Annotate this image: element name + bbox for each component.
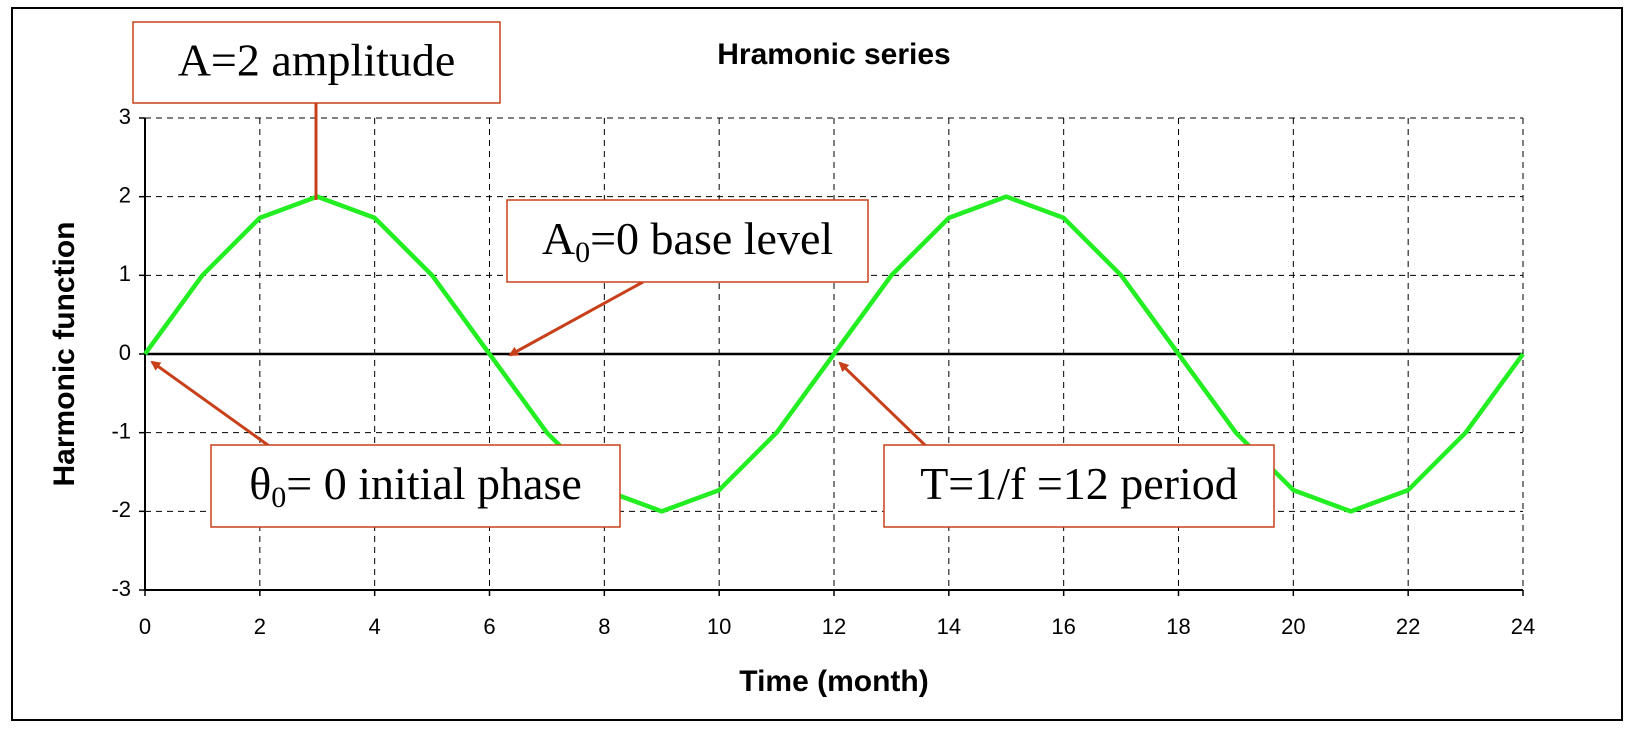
chart-title: Hramonic series: [717, 38, 950, 71]
y-tick-label: 1: [119, 261, 131, 286]
x-tick-label: 16: [1051, 614, 1075, 639]
x-tick-label: 12: [822, 614, 846, 639]
y-tick-label: -3: [111, 576, 131, 601]
annotation-text: A0=0 base level: [542, 213, 833, 269]
x-tick-label: 20: [1281, 614, 1305, 639]
x-tick-label: 10: [707, 614, 731, 639]
x-tick-label: 22: [1396, 614, 1420, 639]
annotation-text-part: =0 base level: [590, 213, 833, 264]
annotation-box: [132, 21, 501, 104]
annotation-text: θ0= 0 initial phase: [249, 458, 582, 514]
annotation-text-part: = 0 initial phase: [286, 458, 582, 509]
annotation-main: θ: [249, 458, 271, 509]
annotation-text: A=2 amplitude: [178, 34, 456, 85]
x-tick-label: 6: [483, 614, 495, 639]
annotation-arrow: [838, 361, 930, 450]
x-tick-label: 2: [254, 614, 266, 639]
annotation-subscript: 0: [575, 236, 590, 269]
annotation-text-part: A=2 amplitude: [178, 34, 456, 85]
y-axis-label: Harmonic function: [48, 221, 81, 486]
x-tick-label: 4: [369, 614, 381, 639]
x-tick-label: 24: [1511, 614, 1535, 639]
y-tick-label: -2: [111, 497, 131, 522]
annotation-arrow: [508, 280, 644, 357]
x-tick-label: 14: [937, 614, 961, 639]
annotation-box: [506, 199, 869, 283]
annotation-box: [883, 444, 1275, 528]
annotation-main: A: [542, 213, 575, 264]
x-tick-label: 0: [139, 614, 151, 639]
chart-frame: [11, 7, 1623, 721]
annotation-text-part: T=1/f =12 period: [920, 458, 1238, 509]
x-tick-label: 8: [598, 614, 610, 639]
x-axis-label: Time (month): [739, 665, 928, 698]
y-tick-label: 3: [119, 104, 131, 129]
annotation-arrow: [150, 360, 273, 450]
y-tick-label: 0: [119, 340, 131, 365]
annotation-box: [210, 444, 621, 528]
series-line: [143, 194, 1525, 514]
annotation-subscript: 0: [271, 481, 286, 514]
annotation-text: T=1/f =12 period: [920, 458, 1238, 509]
x-tick-label: 18: [1166, 614, 1190, 639]
y-tick-label: -1: [111, 418, 131, 443]
y-tick-label: 2: [119, 182, 131, 207]
